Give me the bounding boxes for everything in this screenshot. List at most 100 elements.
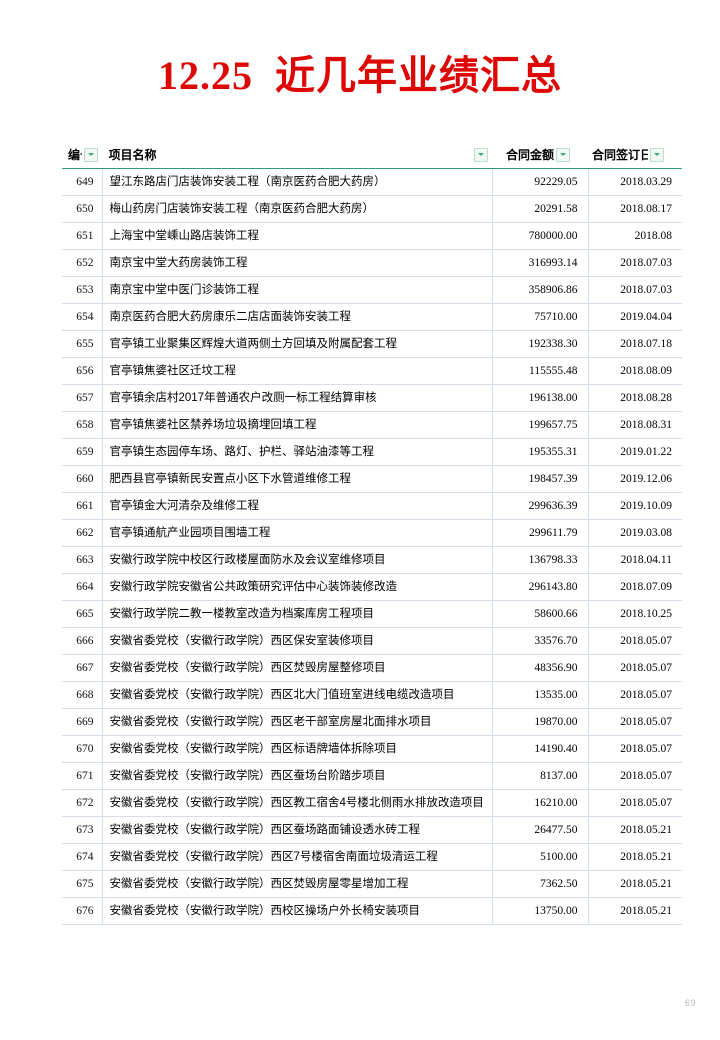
cell-id: 672 xyxy=(62,789,102,817)
cell-amount: 299636.39 xyxy=(491,492,588,520)
table-row[interactable]: 654 南京医药合肥大药房康乐二店店面装饰安装工程 75710.00 2019.04.… xyxy=(62,303,682,331)
table-row[interactable]: 676 安徽省委党校（安徽行政学院）西校区操场户外长椅安装项目 13750.00 20… xyxy=(62,897,682,925)
cell-name: 安徽省委党校（安徽行政学院）西区焚毁房屋零星增加工程 xyxy=(101,870,492,898)
cell-name: 安徽省委党校（安徽行政学院）西区标语牌墙体拆除项目 xyxy=(101,735,492,763)
cell-name: 官亭镇金大河清杂及维修工程 xyxy=(101,492,492,520)
table-row[interactable]: 663 安徽行政学院中校区行政楼屋面防水及会议室维修项目 136798.33 2018… xyxy=(62,546,682,574)
table-row[interactable]: 658 官亭镇焦婆社区禁养场垃圾摘埋回填工程 199657.75 2018.08.31 xyxy=(62,411,682,439)
table-row[interactable]: 675 安徽省委党校（安徽行政学院）西区焚毁房屋零星增加工程 7362.50 2018… xyxy=(62,870,682,898)
column-header-id[interactable]: 编号 xyxy=(62,142,103,169)
cell-id: 660 xyxy=(62,465,102,493)
cell-amount: 195355.31 xyxy=(491,438,588,466)
cell-amount: 192338.30 xyxy=(491,330,588,358)
cell-name: 南京宝中堂大药房装饰工程 xyxy=(101,249,492,277)
table-row[interactable]: 660 肥西县官亭镇新民安置点小区下水管道维修工程 198457.39 2019.12… xyxy=(62,465,682,493)
table-row[interactable]: 651 上海宝中堂嵊山路店装饰工程 780000.00 2018.08 xyxy=(62,222,682,250)
table-row[interactable]: 667 安徽省委党校（安徽行政学院）西区焚毁房屋整修项目 48356.90 2018.… xyxy=(62,654,682,682)
table-row[interactable]: 653 南京宝中堂中医门诊装饰工程 358906.86 2018.07.03 xyxy=(62,276,682,304)
cell-date: 2018.03.29 xyxy=(587,168,682,196)
cell-name: 梅山药房门店装饰安装工程（南京医药合肥大药房） xyxy=(101,195,492,223)
table-row[interactable]: 672 安徽省委党校（安徽行政学院）西区教工宿舍4号楼北侧雨水排放改造项目 1621… xyxy=(62,789,682,817)
table-row[interactable]: 650 梅山药房门店装饰安装工程（南京医药合肥大药房） 20291.58 2018.0… xyxy=(62,195,682,223)
table-row[interactable]: 673 安徽省委党校（安徽行政学院）西区蚕场路面铺设透水砖工程 26477.50 20… xyxy=(62,816,682,844)
cell-amount: 136798.33 xyxy=(491,546,588,574)
cell-id: 668 xyxy=(62,681,102,709)
table-row[interactable]: 652 南京宝中堂大药房装饰工程 316993.14 2018.07.03 xyxy=(62,249,682,277)
table-header: 编号 项目名称 合同金额 xyxy=(62,142,682,169)
cell-amount: 299611.79 xyxy=(491,519,588,547)
cell-name: 安徽省委党校（安徽行政学院）西区7号楼宿舍南面垃圾清运工程 xyxy=(101,843,492,871)
cell-name: 安徽行政学院二教一楼教室改造为档案库房工程项目 xyxy=(101,600,492,628)
cell-date: 2019.12.06 xyxy=(587,465,682,493)
table-row[interactable]: 655 官亭镇工业聚集区辉煌大道两侧土方回填及附属配套工程 192338.30 201… xyxy=(62,330,682,358)
table-row[interactable]: 674 安徽省委党校（安徽行政学院）西区7号楼宿舍南面垃圾清运工程 5100.00 2… xyxy=(62,843,682,871)
table-row[interactable]: 666 安徽省委党校（安徽行政学院）西区保安室装修项目 33576.70 2018.0… xyxy=(62,627,682,655)
table-body: 649 望江东路店门店装饰安装工程（南京医药合肥大药房） 92229.05 2018.… xyxy=(62,168,682,925)
table-row[interactable]: 671 安徽省委党校（安徽行政学院）西区蚕场台阶踏步项目 8137.00 2018.0… xyxy=(62,762,682,790)
cell-amount: 780000.00 xyxy=(491,222,588,250)
cell-amount: 20291.58 xyxy=(491,195,588,223)
cell-name: 安徽省委党校（安徽行政学院）西区北大门值班室进线电缆改造项目 xyxy=(101,681,492,709)
cell-id: 666 xyxy=(62,627,102,655)
cell-name: 安徽行政学院中校区行政楼屋面防水及会议室维修项目 xyxy=(101,546,492,574)
cell-name: 官亭镇焦婆社区禁养场垃圾摘埋回填工程 xyxy=(101,411,492,439)
cell-amount: 92229.05 xyxy=(491,168,588,196)
cell-date: 2019.01.22 xyxy=(587,438,682,466)
cell-amount: 296143.80 xyxy=(491,573,588,601)
cell-amount: 58600.66 xyxy=(491,600,588,628)
cell-name: 安徽省委党校（安徽行政学院）西区蚕场路面铺设透水砖工程 xyxy=(101,816,492,844)
column-header-amount[interactable]: 合同金额 xyxy=(492,142,588,169)
table-row[interactable]: 656 官亭镇焦婆社区迁坟工程 115555.48 2018.08.09 xyxy=(62,357,682,385)
cell-name: 安徽省委党校（安徽行政学院）西区老干部室房屋北面排水项目 xyxy=(101,708,492,736)
filter-dropdown-icon-amount[interactable] xyxy=(556,147,570,162)
table-row[interactable]: 661 官亭镇金大河清杂及维修工程 299636.39 2019.10.09 xyxy=(62,492,682,520)
table-row[interactable]: 657 官亭镇余店村2017年普通农户改厕一标工程结算审核 196138.00 201… xyxy=(62,384,682,412)
cell-date: 2018.07.03 xyxy=(587,249,682,277)
table-row[interactable]: 670 安徽省委党校（安徽行政学院）西区标语牌墙体拆除项目 14190.40 2018… xyxy=(62,735,682,763)
column-header-name[interactable]: 项目名称 xyxy=(102,142,492,169)
cell-amount: 5100.00 xyxy=(491,843,588,871)
cell-amount: 316993.14 xyxy=(491,249,588,277)
table-row[interactable]: 659 官亭镇生态园停车场、路灯、护栏、驿站油漆等工程 195355.31 2019.… xyxy=(62,438,682,466)
cell-name: 官亭镇余店村2017年普通农户改厕一标工程结算审核 xyxy=(101,384,492,412)
table-row[interactable]: 665 安徽行政学院二教一楼教室改造为档案库房工程项目 58600.66 2018.1… xyxy=(62,600,682,628)
cell-name: 肥西县官亭镇新民安置点小区下水管道维修工程 xyxy=(101,465,492,493)
cell-amount: 14190.40 xyxy=(491,735,588,763)
cell-id: 655 xyxy=(62,330,102,358)
cell-amount: 33576.70 xyxy=(491,627,588,655)
cell-id: 671 xyxy=(62,762,102,790)
table-header-row: 编号 项目名称 合同金额 xyxy=(62,142,682,169)
cell-id: 676 xyxy=(62,897,102,925)
column-header-id-label: 编号 xyxy=(68,148,82,162)
cell-id: 654 xyxy=(62,303,102,331)
cell-date: 2018.05.21 xyxy=(587,870,682,898)
cell-date: 2018.05.07 xyxy=(587,708,682,736)
page-title: 12.25 近几年业绩汇总 xyxy=(158,53,562,98)
cell-date: 2018.07.09 xyxy=(587,573,682,601)
table-row[interactable]: 664 安徽行政学院安徽省公共政策研究评估中心装饰装修改造 296143.80 201… xyxy=(62,573,682,601)
cell-date: 2018.04.11 xyxy=(587,546,682,574)
cell-date: 2018.08.09 xyxy=(587,357,682,385)
cell-date: 2018.10.25 xyxy=(587,600,682,628)
title-container: 12.25 近几年业绩汇总 xyxy=(0,52,720,100)
filter-dropdown-icon-name[interactable] xyxy=(474,147,488,162)
cell-id: 670 xyxy=(62,735,102,763)
cell-amount: 198457.39 xyxy=(491,465,588,493)
cell-id: 658 xyxy=(62,411,102,439)
cell-name: 安徽省委党校（安徽行政学院）西区焚毁房屋整修项目 xyxy=(101,654,492,682)
filter-dropdown-icon-id[interactable] xyxy=(83,147,98,162)
cell-amount: 8137.00 xyxy=(491,762,588,790)
table-row[interactable]: 668 安徽省委党校（安徽行政学院）西区北大门值班室进线电缆改造项目 13535.0… xyxy=(62,681,682,709)
cell-name: 安徽省委党校（安徽行政学院）西区保安室装修项目 xyxy=(101,627,492,655)
cell-id: 653 xyxy=(62,276,102,304)
cell-amount: 199657.75 xyxy=(491,411,588,439)
cell-amount: 196138.00 xyxy=(491,384,588,412)
table-row[interactable]: 649 望江东路店门店装饰安装工程（南京医药合肥大药房） 92229.05 2018.… xyxy=(62,168,682,196)
cell-id: 650 xyxy=(62,195,102,223)
column-header-date[interactable]: 合同签订日期 xyxy=(588,142,682,169)
cell-amount: 16210.00 xyxy=(491,789,588,817)
table-row[interactable]: 669 安徽省委党校（安徽行政学院）西区老干部室房屋北面排水项目 19870.00 2… xyxy=(62,708,682,736)
table-row[interactable]: 662 官亭镇通航产业园项目围墙工程 299611.79 2019.03.08 xyxy=(62,519,682,547)
cell-name: 安徽省委党校（安徽行政学院）西区教工宿舍4号楼北侧雨水排放改造项目 xyxy=(101,789,492,817)
filter-dropdown-icon-date[interactable] xyxy=(650,147,664,162)
